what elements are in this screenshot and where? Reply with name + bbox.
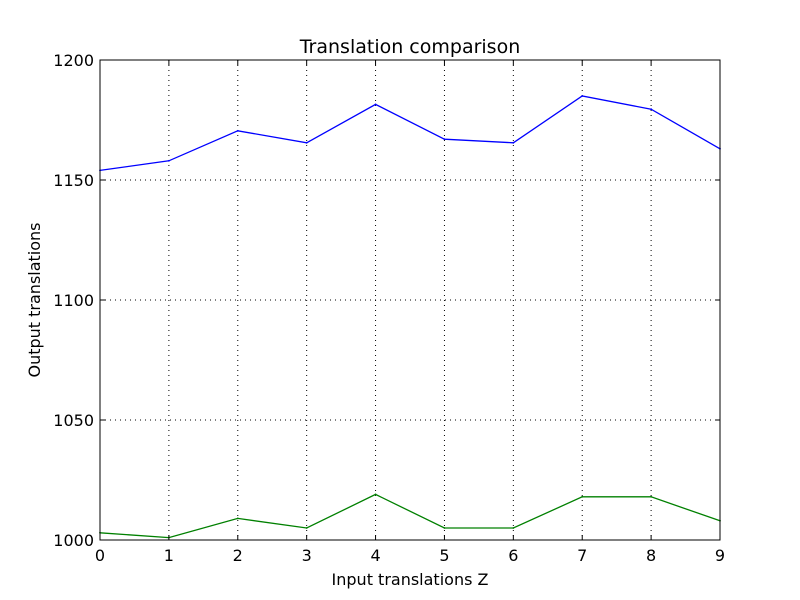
data-point [374, 493, 377, 496]
data-point [512, 527, 515, 529]
data-point [581, 495, 584, 498]
series-line [99, 493, 721, 539]
y-tick-label: 1200 [53, 51, 94, 70]
x-tick-labels: 0 1 2 3 4 5 6 7 8 9 [95, 546, 725, 565]
chart-title: Translation comparison [299, 36, 521, 58]
grid [100, 60, 720, 540]
y-tick-labels: 1000 1050 1100 1150 1200 [53, 51, 94, 550]
data-point [512, 141, 515, 144]
data-point [443, 138, 446, 141]
data-point [167, 159, 170, 162]
data-point [236, 129, 239, 132]
x-axis-label: Input translations Z [332, 570, 489, 589]
series-group [99, 95, 721, 539]
data-point [305, 141, 308, 144]
y-tick-label: 1050 [53, 411, 94, 430]
series-line [99, 95, 721, 172]
data-point [443, 527, 446, 529]
x-tick-label: 8 [646, 546, 656, 565]
data-point [374, 103, 377, 106]
data-point [236, 517, 239, 520]
x-tick-label: 9 [715, 546, 725, 565]
x-tick-label: 7 [577, 546, 587, 565]
y-axis-label: Output translations [25, 222, 44, 377]
data-point [581, 95, 584, 97]
x-tick-label: 3 [302, 546, 312, 565]
ticks [99, 59, 721, 541]
x-tick-label: 4 [370, 546, 380, 565]
x-tick-label: 6 [508, 546, 518, 565]
y-tick-label: 1100 [53, 291, 94, 310]
y-tick-label: 1150 [53, 171, 94, 190]
data-point [650, 108, 653, 111]
x-tick-label: 0 [95, 546, 105, 565]
data-point [650, 495, 653, 498]
y-tick-label: 1000 [53, 531, 94, 550]
x-tick-label: 2 [233, 546, 243, 565]
x-tick-label: 5 [439, 546, 449, 565]
x-tick-label: 1 [164, 546, 174, 565]
data-point [305, 527, 308, 529]
